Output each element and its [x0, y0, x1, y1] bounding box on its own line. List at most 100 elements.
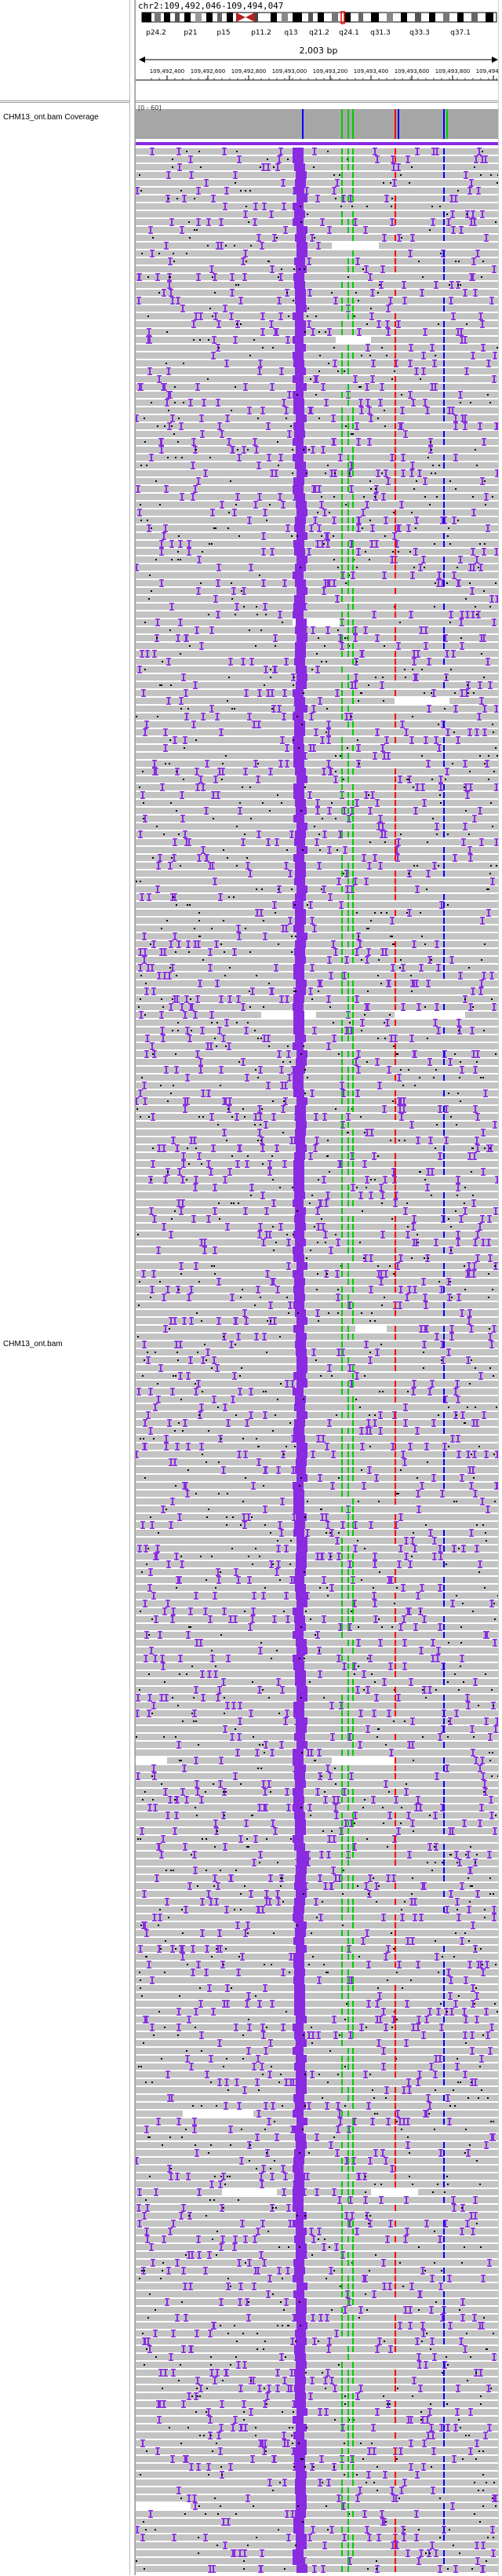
deletion-marker: [464, 1187, 466, 1188]
deletion-marker: [427, 1038, 428, 1039]
insertion-cap: [180, 500, 184, 502]
deletion-marker: [454, 1053, 456, 1055]
coverage-track[interactable]: [136, 103, 502, 140]
mismatch-base: [341, 949, 343, 955]
alignment-track[interactable]: [136, 142, 502, 2574]
insertion-cap: [307, 257, 311, 259]
deletion-marker: [450, 1226, 452, 1228]
insertion-cap: [468, 790, 473, 792]
insertion-cap: [336, 878, 341, 879]
aligned-read: [136, 659, 502, 665]
insertion-cap: [438, 790, 443, 792]
insertion-cap: [398, 1097, 403, 1099]
deletion-marker: [368, 794, 369, 796]
insertion-cluster: [296, 1097, 307, 1105]
insertion-cap: [258, 367, 263, 368]
insertion-cap: [303, 752, 307, 753]
mismatch-base: [347, 988, 349, 994]
insertion-cap: [472, 822, 477, 823]
coverage-track-name[interactable]: CHM13_ont.bam Coverage: [3, 113, 99, 122]
mismatch-base: [341, 1184, 343, 1191]
insertion-cap: [436, 964, 441, 965]
insertion-cap: [220, 775, 225, 776]
insertion-cap: [458, 398, 463, 400]
insertion-cap: [321, 1223, 326, 1224]
mismatch-base: [395, 737, 396, 743]
deletion-marker: [303, 692, 304, 694]
mismatch-base: [347, 980, 349, 987]
mismatch-base: [352, 415, 354, 421]
mismatch-base: [341, 957, 343, 963]
mismatch-base: [341, 619, 343, 626]
deletion-marker: [211, 543, 213, 545]
insertion-cap: [417, 469, 422, 471]
insertion-cap: [460, 649, 464, 651]
aligned-read: [136, 1153, 502, 1159]
insertion-cap: [146, 336, 151, 338]
mismatch-base: [395, 549, 396, 555]
coverage-allele-bar: [347, 109, 349, 139]
insertion-cap: [264, 1207, 269, 1209]
deletion-marker: [180, 865, 181, 867]
aligned-read: [136, 297, 502, 304]
insertion-cap: [376, 469, 380, 471]
insertion-cap: [180, 1010, 184, 1012]
insertion-cap: [151, 1113, 155, 1115]
insertion-cap: [324, 1199, 329, 1201]
insertion-cap: [478, 319, 483, 321]
insertion-cap: [409, 1128, 414, 1129]
insertion-cap: [142, 932, 147, 934]
insertion-cap: [166, 398, 171, 400]
cytoband: [318, 13, 324, 22]
insertion-cap: [365, 1176, 369, 1177]
insertion-cap: [368, 273, 373, 275]
insertion-cap: [378, 862, 383, 863]
insertion-cap: [304, 187, 309, 188]
insertion-cap: [409, 476, 414, 478]
insertion-cap: [318, 1206, 322, 1208]
insertion-cap: [408, 250, 413, 251]
deletion-marker: [239, 802, 241, 804]
insertion-cap: [241, 1065, 246, 1067]
insertion-cap: [210, 516, 215, 517]
insertion-cap: [249, 1191, 254, 1192]
insertion-cluster: [293, 1160, 304, 1168]
insertion-cap: [438, 775, 443, 777]
insertion-cap: [480, 327, 485, 329]
insertion-cap: [478, 1223, 482, 1224]
mismatch-base: [443, 219, 445, 225]
insertion-cap: [177, 170, 182, 172]
mismatch-base: [352, 839, 354, 845]
insertion-cap: [406, 531, 411, 533]
deletion-marker: [171, 425, 173, 427]
aligned-read: [136, 1075, 502, 1081]
aligned-read: [136, 972, 502, 979]
insertion-cap: [267, 1175, 272, 1177]
deletion-marker: [173, 261, 175, 262]
deletion-marker: [236, 1022, 238, 1023]
mismatch-base: [352, 1027, 354, 1034]
insertion-cap: [339, 908, 344, 910]
insertion-cap: [391, 971, 395, 972]
insertion-cap: [489, 595, 494, 597]
deletion-marker: [191, 1030, 192, 1031]
insertion-cap: [473, 296, 478, 297]
deletion-marker: [434, 606, 435, 608]
insertion-cap: [369, 540, 374, 542]
deletion-marker: [400, 834, 402, 835]
mismatch-base: [341, 360, 343, 367]
insertion-cluster: [293, 1003, 304, 1011]
insertion-cap: [371, 367, 376, 368]
mismatch-base: [352, 494, 354, 500]
mismatch-base: [347, 290, 349, 296]
insertion-cap: [284, 925, 289, 926]
alignment-track-name[interactable]: CHM13_ont.bam: [3, 1340, 63, 1349]
mismatch-base: [347, 800, 349, 806]
insertion-cap: [136, 564, 139, 565]
insertion-cap: [195, 383, 200, 385]
mismatch-base: [443, 517, 445, 524]
insertion-cap: [375, 806, 380, 808]
mismatch-base: [347, 1169, 349, 1175]
